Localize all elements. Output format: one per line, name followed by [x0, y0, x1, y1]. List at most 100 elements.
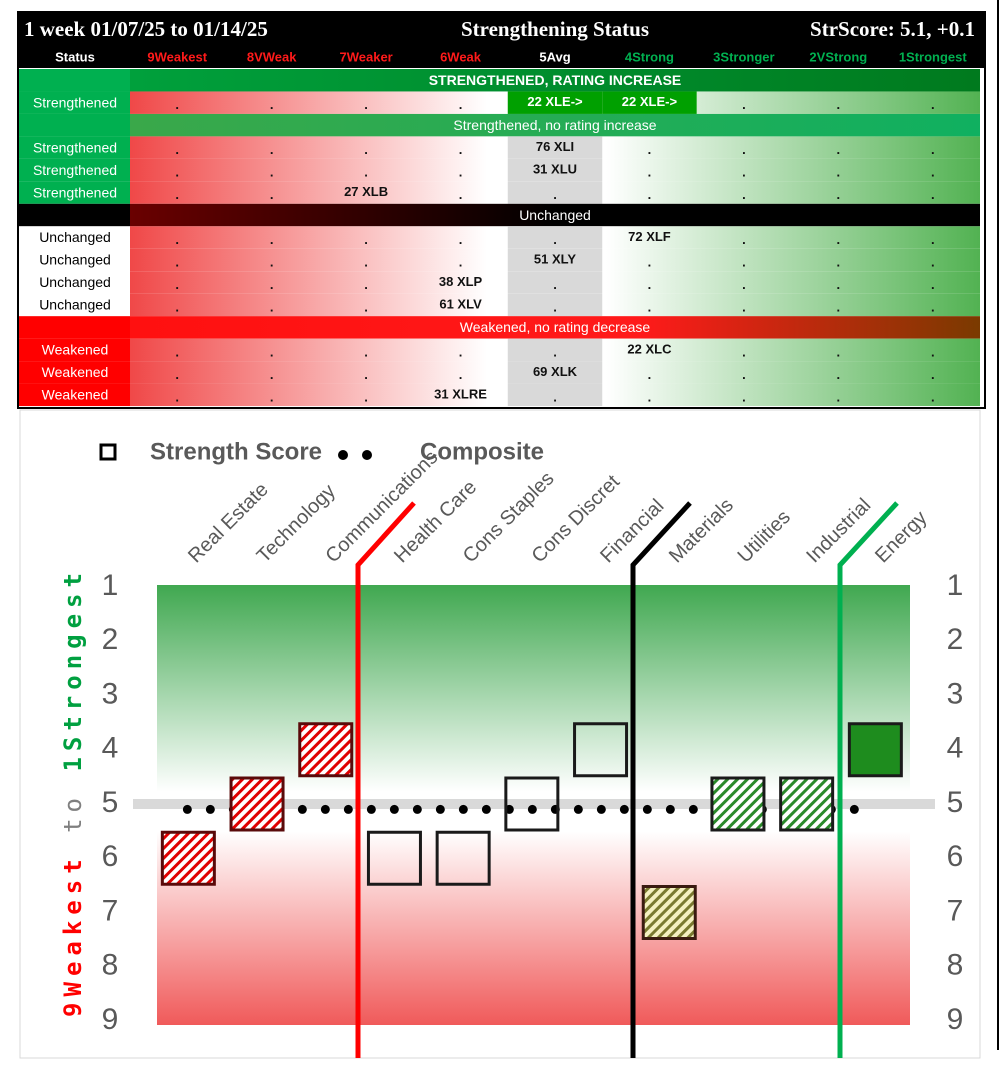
- cell: .: [931, 97, 935, 112]
- cell: .: [837, 187, 841, 202]
- cell: 31 XLU: [533, 162, 577, 177]
- cell: .: [837, 367, 841, 382]
- cell: .: [553, 344, 557, 359]
- status-cell: [19, 271, 130, 294]
- cell: .: [175, 97, 179, 112]
- cell: .: [837, 232, 841, 247]
- cell: .: [270, 389, 274, 404]
- table-title: Strengthening Status: [461, 17, 649, 41]
- cell: .: [270, 187, 274, 202]
- status-cell: [19, 248, 130, 272]
- avg-column: [507, 383, 603, 407]
- cell: .: [837, 142, 841, 157]
- cell: 22 XLC: [627, 341, 672, 356]
- cell: 27 XLB: [344, 184, 388, 199]
- section-band: [130, 203, 980, 227]
- cell: .: [270, 142, 274, 157]
- column-header: 5Avg: [539, 49, 570, 64]
- legend-marker: [99, 443, 117, 461]
- cell: .: [742, 389, 746, 404]
- cell: .: [837, 254, 841, 269]
- score-box: [779, 776, 835, 832]
- divider: [837, 501, 899, 1058]
- cell: .: [553, 277, 557, 292]
- legend-label: Composite: [420, 438, 544, 465]
- score-box: [573, 722, 629, 778]
- y-tick-label: 3: [102, 677, 119, 710]
- cell: .: [364, 367, 368, 382]
- column-header: 4Strong: [625, 49, 674, 64]
- cell: .: [837, 344, 841, 359]
- score-box: [504, 776, 560, 832]
- cell: .: [837, 299, 841, 314]
- score-box: [847, 722, 903, 778]
- section-status-cell: [19, 113, 130, 137]
- status-label: Unchanged: [39, 252, 111, 268]
- status-cell: [19, 383, 130, 407]
- cell: .: [931, 187, 935, 202]
- table-title-left: 1 week 01/07/25 to 01/14/25: [24, 17, 268, 41]
- avg-column: [507, 181, 603, 204]
- cell: .: [742, 344, 746, 359]
- cell: .: [175, 277, 179, 292]
- cell: .: [648, 187, 652, 202]
- cell: .: [931, 142, 935, 157]
- table-border: [17, 11, 986, 409]
- section-title: Weakened, no rating decrease: [460, 319, 651, 335]
- section-status-cell: [19, 316, 130, 339]
- y2-tick-label: 4: [947, 732, 964, 765]
- y2-tick-label: 6: [947, 840, 964, 873]
- cell: .: [742, 254, 746, 269]
- score-box: [160, 830, 216, 886]
- cell: .: [742, 232, 746, 247]
- cell: .: [364, 344, 368, 359]
- status-label: Unchanged: [39, 274, 111, 290]
- y-tick-label: 9: [102, 1003, 119, 1036]
- table: Status 9Weakest 8VWeak 7Weaker 6Weak 5Avg 4Str…: [19, 49, 980, 407]
- cell: .: [364, 142, 368, 157]
- score-box: [229, 776, 285, 832]
- y2-tick-label: 7: [947, 894, 964, 927]
- status-cell: [19, 293, 130, 317]
- section-status-cell: [19, 69, 130, 92]
- cell: .: [459, 367, 463, 382]
- y2-tick-label: 3: [947, 677, 964, 710]
- y-axis-label: 9Weakest to 1Strongest: [59, 567, 87, 1017]
- cell: .: [459, 254, 463, 269]
- status-cell: [19, 91, 130, 114]
- cell: .: [364, 97, 368, 112]
- cell: 38 XLP: [439, 274, 483, 289]
- y2-tick-label: 8: [947, 949, 964, 982]
- score-box: [710, 776, 766, 832]
- avg-column: [507, 158, 603, 182]
- cell: .: [931, 277, 935, 292]
- y2-tick-label: 9: [947, 1003, 964, 1036]
- cell: .: [270, 277, 274, 292]
- cell: 51 XLY: [534, 251, 576, 266]
- divider: [355, 501, 416, 1058]
- status-cell: [19, 181, 130, 204]
- cell: .: [364, 232, 368, 247]
- cell: .: [742, 299, 746, 314]
- highlight-cell: [507, 91, 603, 114]
- cell: .: [931, 299, 935, 314]
- cell: .: [742, 142, 746, 157]
- cell: .: [175, 142, 179, 157]
- column-header: 6Weak: [440, 49, 482, 64]
- column-header: 9Weakest: [147, 49, 207, 64]
- cell: .: [742, 165, 746, 180]
- cell: .: [931, 367, 935, 382]
- y-tick-label: 5: [102, 786, 119, 819]
- cell: .: [175, 165, 179, 180]
- cell: .: [270, 232, 274, 247]
- status-label: Unchanged: [39, 229, 111, 245]
- cell: .: [648, 367, 652, 382]
- cell: 69 XLK: [533, 364, 578, 379]
- cell: .: [648, 142, 652, 157]
- legend-label: Strength Score: [150, 438, 322, 465]
- cell: 72 XLF: [628, 229, 671, 244]
- cell: .: [459, 142, 463, 157]
- cell: .: [459, 97, 463, 112]
- y-tick-label: 2: [102, 623, 119, 656]
- cell: .: [270, 344, 274, 359]
